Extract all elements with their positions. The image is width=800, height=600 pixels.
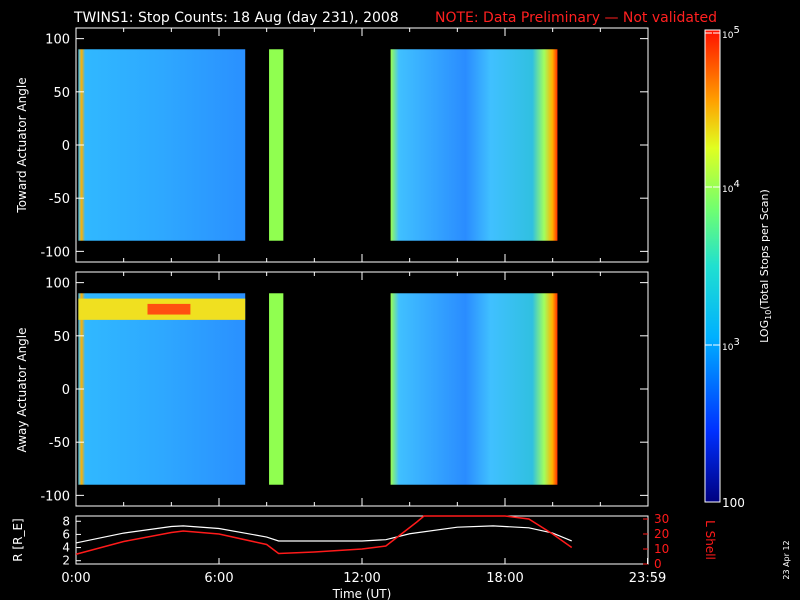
y-tick-label: 6 — [62, 527, 70, 541]
y-tick: 50 — [53, 330, 648, 345]
segment-1 — [78, 49, 246, 241]
hot-core — [147, 303, 191, 315]
colorbar-tick-label: 103 — [722, 337, 740, 353]
y-axis-label: Toward Actuator Angle — [15, 77, 29, 213]
y-tick: -100 — [40, 245, 648, 260]
x-axis-label: Time (UT) — [332, 587, 392, 600]
series-line-lshell — [75, 515, 573, 555]
y-tick-label: 50 — [53, 86, 70, 101]
y-tick: -50 — [49, 192, 648, 207]
series-line-r — [75, 525, 572, 544]
y-tick-label: -50 — [49, 192, 70, 207]
y-tick-label: 4 — [62, 541, 70, 555]
y-tick: -100 — [40, 489, 648, 504]
y-tick-label: 0 — [62, 139, 70, 154]
colorbar-label: LOG10(Total Stops per Scan) — [758, 189, 773, 343]
y-tick: -50 — [49, 436, 648, 451]
chart-title: TWINS1: Stop Counts: 18 Aug (day 231), 2… — [73, 10, 399, 26]
y-tick-label: 20 — [654, 527, 669, 541]
y-tick-label: 0 — [62, 383, 70, 398]
colorbar-gradient — [704, 29, 721, 503]
colorbar-tick-label: 104 — [722, 179, 740, 195]
left-axis-label: R [R_E] — [11, 518, 25, 561]
y-tick-label: -100 — [40, 489, 70, 504]
segment-3 — [390, 49, 558, 241]
y-tick: 0 — [62, 383, 648, 398]
y-tick-label: -100 — [40, 245, 70, 260]
x-ticks — [75, 28, 649, 262]
segment-1 — [78, 293, 246, 485]
y-tick-label: -50 — [49, 436, 70, 451]
segment-2 — [269, 293, 284, 485]
x-ticks — [75, 272, 649, 506]
y-tick-label: 50 — [53, 330, 70, 345]
x-ticks: 0:00 6:00 12:00 18:00 23:59 — [61, 558, 666, 586]
colorbar: 105 104 103 100 LOG10(Total Stops per Scan) — [704, 25, 773, 510]
colorbar-tick-label: 105 — [722, 25, 740, 41]
side-date: 23 Apr 12 — [782, 540, 791, 579]
y-tick-label: 100 — [45, 277, 70, 292]
y-tick-label: 2 — [62, 554, 70, 568]
y-tick: 100 — [45, 277, 648, 292]
panel-toward: 100 50 0 -50 -100 Toward Actuator Angle — [15, 27, 649, 263]
y-ticks: 100 50 0 -50 -100 — [40, 277, 648, 504]
y-tick-label: 8 — [62, 514, 70, 528]
x-tick-label: 12:00 — [343, 571, 380, 586]
panel-away: 100 50 0 -50 -100 Away Actuator Angle — [15, 271, 649, 507]
colorbar-tick-label: 100 — [722, 496, 745, 510]
segment-3 — [390, 293, 558, 485]
y-tick: 100 — [45, 33, 648, 48]
y-tick-label: 30 — [654, 512, 669, 526]
x-tick-label: 6:00 — [204, 571, 233, 586]
right-axis-label: L Shell — [703, 520, 717, 560]
y-tick-label: 10 — [654, 542, 669, 556]
segment-2 — [269, 49, 284, 241]
y-tick: 50 — [53, 86, 648, 101]
x-tick-label: 0:00 — [61, 571, 90, 586]
preliminary-note: NOTE: Data Preliminary — Not validated — [435, 10, 717, 26]
y-ticks: 100 50 0 -50 -100 — [40, 33, 648, 260]
y-tick: 0 — [62, 139, 648, 154]
y-tick-label: 0 — [654, 557, 662, 571]
x-tick-label: 18:00 — [486, 571, 523, 586]
x-tick-label: 23:59 — [629, 571, 666, 586]
y-tick-label: 100 — [45, 33, 70, 48]
y-axis-label: Away Actuator Angle — [15, 327, 29, 452]
